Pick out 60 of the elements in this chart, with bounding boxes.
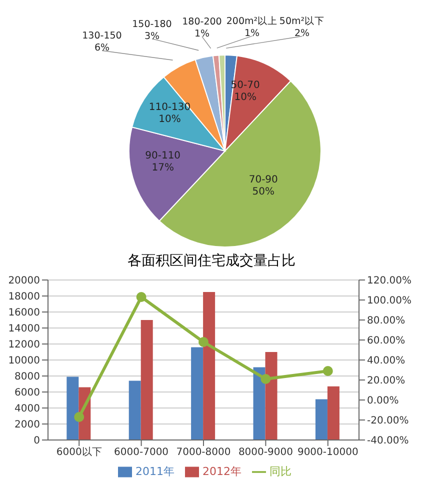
slice-label: 90-110 (145, 150, 181, 162)
y-tick-label: 18000 (8, 292, 40, 303)
data-label: 17% (152, 162, 174, 174)
slice-label: 110-130 (148, 102, 191, 114)
x-tick-label: 8000-9000 (238, 447, 293, 458)
point (136, 292, 146, 302)
y2-tick-label: -20.00% (367, 416, 409, 427)
slice-label: 180-200 (182, 16, 222, 28)
x-tick-label: 9000-10000 (297, 447, 358, 458)
point (322, 366, 333, 376)
y2-tick-label: 100.00% (367, 296, 412, 307)
data-label: 1% (244, 28, 260, 40)
y-tick-label: 14000 (8, 324, 40, 335)
data-label: 10% (234, 92, 256, 104)
y2-tick-label: 0.00% (367, 396, 399, 407)
y-tick-label: 4000 (14, 404, 40, 415)
slice-label: 150-180 (132, 18, 172, 30)
y-tick-label: 0 (34, 436, 40, 447)
point (198, 337, 208, 347)
bar (191, 347, 204, 440)
bar (253, 367, 266, 440)
bar (140, 320, 153, 440)
y-tick-label: 8000 (14, 372, 40, 383)
data-label: 3% (144, 30, 160, 42)
slice-label: 200m²以上 (226, 15, 278, 28)
legend-label: 2011年 (136, 465, 174, 478)
point (74, 412, 84, 422)
bar (203, 292, 216, 440)
data-label: 1% (194, 28, 210, 40)
slice-label: 130-150 (82, 30, 122, 42)
y-tick-label: 2000 (14, 420, 40, 431)
y-tick-label: 20000 (8, 276, 40, 287)
bar (66, 376, 79, 440)
y2-tick-label: 40.00% (367, 356, 406, 367)
x-tick-label: 6000-7000 (114, 447, 169, 458)
y2-tick-label: 80.00% (367, 316, 406, 327)
chart-title: 各面积区间住宅成交量占比 (126, 252, 296, 270)
data-label: 10% (158, 114, 181, 126)
y2-tick-label: -40.00% (367, 436, 409, 447)
y-tick-label: 6000 (14, 388, 40, 399)
x-tick-label: 7000-8000 (176, 447, 231, 458)
bar (327, 386, 340, 440)
bar (265, 352, 278, 440)
point (260, 374, 271, 384)
y-tick-label: 16000 (8, 308, 40, 319)
data-label: 6% (94, 42, 110, 54)
x-tick-label: 6000以下 (56, 446, 102, 458)
bar (315, 399, 328, 440)
y2-tick-label: 60.00% (367, 336, 406, 347)
y-tick-label: 10000 (8, 356, 40, 367)
y2-tick-label: 20.00% (367, 376, 406, 387)
slice-label: 50m²以下 (279, 15, 325, 28)
y2-tick-label: 120.00% (367, 276, 412, 287)
bar (128, 380, 141, 440)
data-label: 2% (294, 28, 310, 40)
data-label: 50% (252, 186, 275, 198)
legend-label: 2012年 (202, 465, 242, 478)
slice-label: 70-90 (248, 174, 278, 186)
legend-label: 同比 (270, 465, 292, 478)
y-tick-label: 12000 (8, 340, 40, 351)
